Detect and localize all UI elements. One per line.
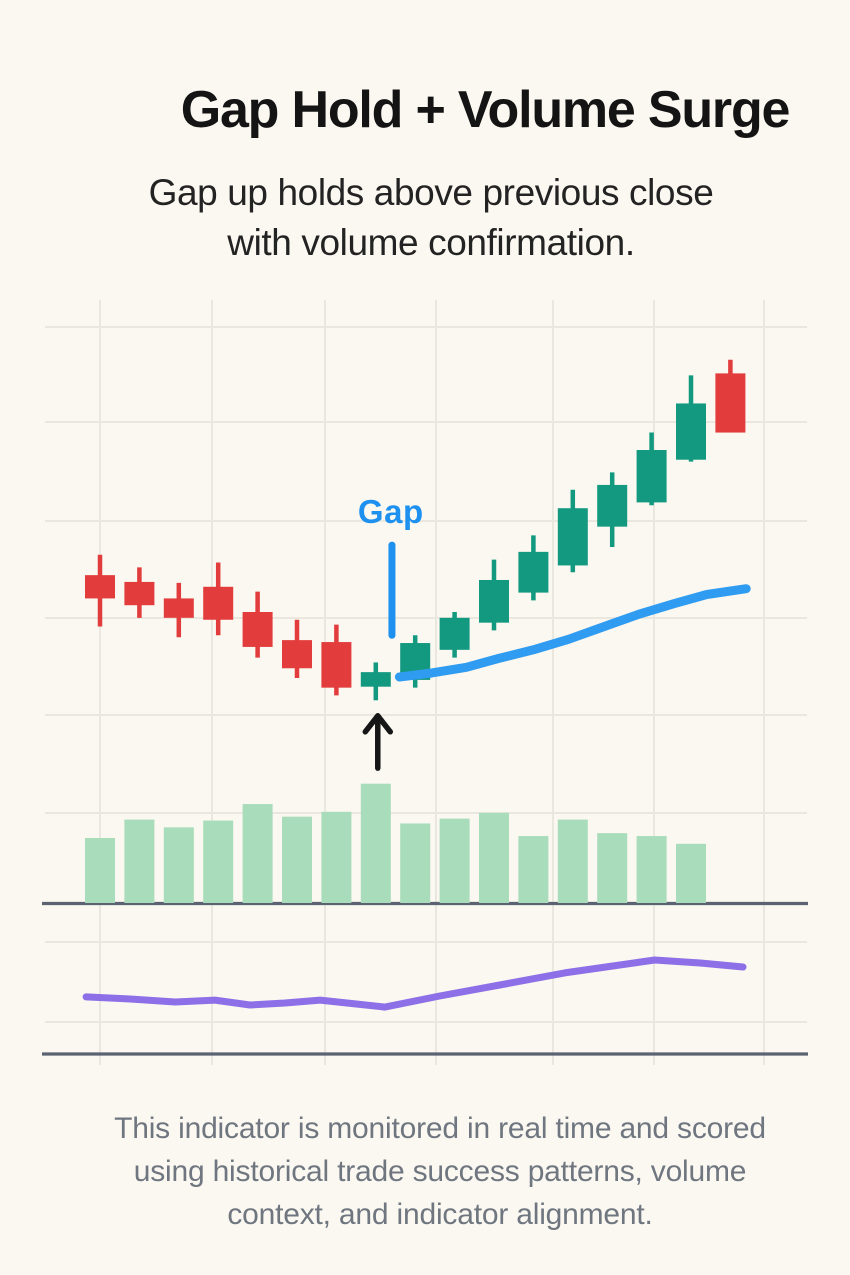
volume-bar bbox=[597, 833, 628, 903]
candle-body-bullish bbox=[518, 551, 549, 593]
candle-body-bullish bbox=[557, 508, 588, 566]
volume-bar bbox=[85, 838, 115, 903]
candle-body-bearish bbox=[282, 640, 312, 669]
volume-bar bbox=[124, 819, 155, 903]
page-subtitle: Gap up holds above previous close with v… bbox=[6, 168, 850, 268]
footer-line-3: context, and indicator alignment. bbox=[227, 1198, 653, 1231]
volume-bar bbox=[321, 811, 352, 903]
candle-body-bearish bbox=[242, 612, 273, 647]
candle-body-bearish bbox=[163, 598, 194, 618]
indicator-line bbox=[82, 956, 747, 1011]
footer-line-1: This indicator is monitored in real time… bbox=[114, 1112, 766, 1145]
candle-body-bullish bbox=[676, 403, 706, 460]
volume-bar bbox=[203, 820, 234, 903]
volume-bar bbox=[439, 818, 470, 903]
candle-body-bearish bbox=[715, 373, 746, 433]
gap-label: Gap bbox=[358, 493, 424, 530]
candle-body-bearish bbox=[85, 575, 115, 599]
volume-bar bbox=[242, 804, 273, 903]
volume-bar bbox=[400, 823, 431, 903]
subtitle-line-1: Gap up holds above previous close bbox=[148, 172, 714, 213]
up-arrow-head bbox=[362, 713, 394, 735]
candle-body-bullish bbox=[597, 484, 628, 527]
footer-note: This indicator is monitored in real time… bbox=[15, 1107, 850, 1236]
page-title: Gap Hold + Volume Surge bbox=[180, 81, 791, 139]
volume-bar bbox=[360, 783, 391, 903]
ma-line bbox=[394, 584, 751, 682]
volume-bar bbox=[282, 816, 312, 903]
footer-line-2: using historical trade success patterns,… bbox=[133, 1155, 747, 1188]
candle-body-bearish bbox=[124, 581, 155, 606]
volume-bar bbox=[518, 836, 549, 903]
candle-body-bullish bbox=[636, 450, 667, 503]
volume-bar bbox=[557, 819, 588, 903]
candle-body-bullish bbox=[360, 672, 391, 687]
candle-body-bullish bbox=[479, 579, 509, 623]
candle-body-bullish bbox=[439, 617, 470, 650]
volume-bar bbox=[479, 812, 509, 903]
volume-bar bbox=[163, 827, 194, 903]
volume-bar bbox=[636, 836, 667, 903]
volume-bar bbox=[676, 843, 706, 903]
subtitle-line-2: with volume confirmation. bbox=[227, 222, 635, 263]
candle-body-bearish bbox=[321, 642, 352, 688]
candle-body-bearish bbox=[203, 586, 234, 620]
